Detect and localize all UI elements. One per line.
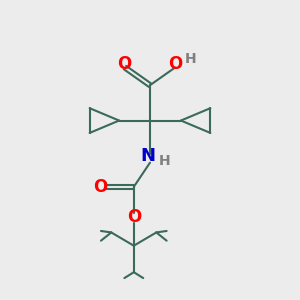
Text: H: H (158, 154, 170, 168)
Text: N: N (140, 147, 155, 165)
Text: O: O (117, 55, 131, 73)
Text: H: H (184, 52, 196, 66)
Text: O: O (93, 178, 107, 196)
Text: O: O (127, 208, 141, 226)
Text: O: O (169, 55, 183, 73)
